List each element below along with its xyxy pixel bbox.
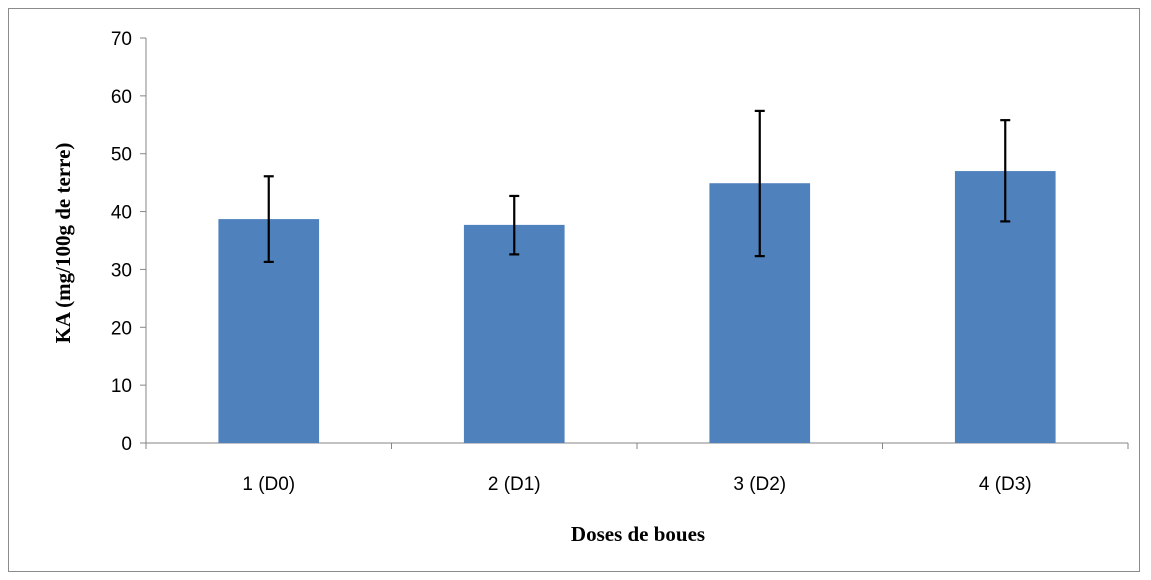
x-tick-label: 1 (D0) [242, 474, 295, 495]
bar [463, 224, 565, 443]
error-bar [509, 194, 520, 256]
error-bar [754, 109, 765, 258]
x-tick-label: 2 (D1) [488, 474, 541, 495]
error-bar [1000, 119, 1011, 223]
x-tick-label: 3 (D2) [733, 474, 786, 495]
y-tick-label: 10 [111, 376, 132, 397]
error-bar [263, 175, 274, 264]
y-axis: 0 10 20 30 40 50 60 70 [111, 29, 147, 455]
y-tick-label: 60 [111, 87, 132, 108]
x-axis: 1 (D0) 2 (D1) 3 (D2) 4 (D3) [145, 442, 1129, 495]
y-tick-label: 40 [111, 203, 132, 224]
y-tick-label: 30 [111, 260, 132, 281]
y-tick-label: 20 [111, 318, 132, 339]
error-bars [263, 109, 1011, 264]
chart-frame [8, 8, 1140, 572]
y-axis-title: KA (mg/100g de terre) [51, 143, 75, 344]
y-tick-label: 0 [121, 434, 132, 455]
y-tick-label: 70 [111, 29, 132, 50]
y-tick-label: 50 [111, 145, 132, 166]
bars [218, 171, 1056, 444]
x-tick-label: 4 (D3) [979, 474, 1032, 495]
x-axis-title: Doses de boues [571, 522, 705, 546]
